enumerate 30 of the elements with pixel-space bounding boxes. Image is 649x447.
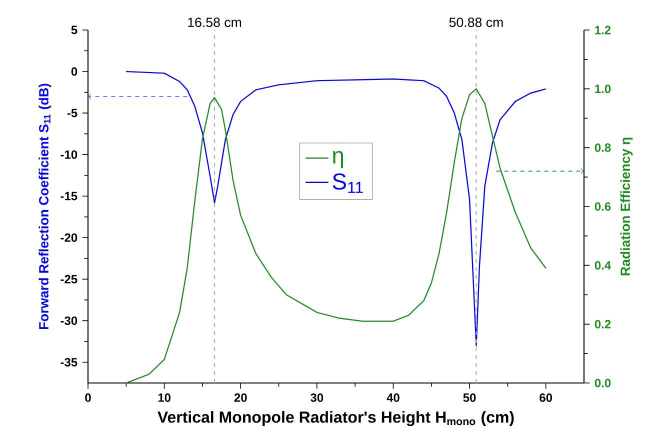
y2-tick-label: 1.2 — [595, 26, 611, 34]
y2-tick-label: 0.8 — [594, 143, 611, 152]
y-axis-title: Forward Reflection Coefficient S$_{11}$ (dB) — [38, 84, 52, 330]
y2-tick-label: 0.6 — [594, 202, 611, 211]
y2-tick-label: 1.0 — [595, 84, 611, 94]
x-tick-label: 0 — [85, 393, 91, 402]
y-tick-label: -10 — [60, 150, 78, 159]
y-tick-label: -25 — [60, 274, 78, 284]
x-tick-label: 50 — [463, 393, 476, 402]
y-tick-label: -35 — [60, 358, 78, 366]
x-axis-title: Vertical Monopole Radiator's Height H$_{mono}$ (cm) — [158, 411, 514, 426]
y-tick-label: -15 — [60, 192, 78, 200]
ref-line-label: 16.58 cm — [188, 18, 242, 28]
x-tick-label: 10 — [158, 393, 170, 402]
x-tick-label: 30 — [310, 393, 324, 402]
x-tick-label: 40 — [386, 393, 400, 402]
y-tick-label: 5 — [71, 26, 78, 34]
y-tick-label: 0 — [71, 67, 78, 76]
y-tick-label: -20 — [60, 233, 78, 242]
y2-tick-label: 0.0 — [594, 378, 611, 388]
y2-tick-label: 0.4 — [594, 261, 612, 270]
legend-label: η — [332, 150, 343, 168]
x-tick-label: 20 — [234, 393, 247, 402]
y-tick-label: -5 — [67, 108, 78, 118]
ref-line-label: 50.88 cm — [449, 18, 503, 28]
y2-axis-title: Radiation Efficiency η — [620, 138, 633, 276]
y2-tick-label: 0.2 — [594, 320, 611, 328]
y-tick-label: -30 — [60, 316, 78, 325]
x-tick-label: 60 — [540, 393, 552, 402]
legend-label: S$_{11}$ — [332, 173, 363, 193]
